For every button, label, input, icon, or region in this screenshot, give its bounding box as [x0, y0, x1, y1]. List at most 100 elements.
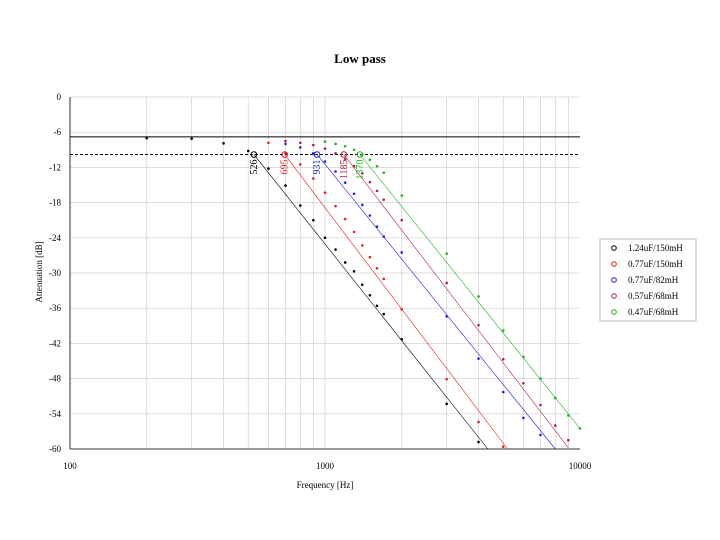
- cutoff-marker: [250, 151, 258, 158]
- data-point: [375, 267, 379, 270]
- data-point: [375, 304, 379, 308]
- data-point: [343, 144, 347, 148]
- data-point: [323, 191, 327, 194]
- data-point: [445, 402, 448, 406]
- data-point: [501, 390, 505, 394]
- data-point: [323, 236, 327, 240]
- data-point: [352, 148, 356, 152]
- data-point: [360, 283, 364, 287]
- chart-title: Low pass: [334, 51, 386, 66]
- data-point: [553, 424, 557, 427]
- data-point: [375, 189, 379, 193]
- data-point: [323, 140, 327, 143]
- fit-line: [343, 154, 569, 449]
- data-point: [267, 141, 270, 145]
- data-point: [334, 170, 337, 173]
- legend-label: 1.24uF/150mH: [628, 243, 683, 253]
- x-tick-label: 1000: [316, 461, 335, 471]
- legend-marker: [611, 309, 617, 315]
- data-point: [539, 377, 542, 380]
- legend: 1.24uF/150mH 0.77uF/150mH 0.77uF/82mH 0.57u…: [599, 238, 697, 322]
- legend-label: 0.77uF/150mH: [628, 259, 683, 269]
- data-point: [343, 181, 347, 184]
- y-tick-label: -48: [49, 374, 61, 384]
- data-point: [368, 293, 372, 297]
- data-point: [267, 167, 270, 170]
- y-tick-label: -60: [49, 444, 61, 454]
- data-point: [567, 438, 570, 442]
- data-point: [553, 396, 557, 400]
- data-point: [368, 180, 372, 184]
- data-point: [382, 312, 386, 316]
- legend-marker: [611, 293, 617, 299]
- data-point: [501, 357, 505, 361]
- data-point: [445, 377, 448, 381]
- data-point: [284, 152, 287, 155]
- data-point: [382, 198, 386, 201]
- y-tick-label: -6: [54, 127, 62, 137]
- data-point: [522, 355, 525, 359]
- data-point: [284, 139, 287, 143]
- data-point: [445, 281, 448, 285]
- data-point: [352, 164, 356, 168]
- data-point: [567, 414, 570, 417]
- y-tick-label: 0: [57, 92, 62, 102]
- data-point: [343, 217, 347, 221]
- fit-line: [359, 154, 581, 429]
- data-point: [522, 416, 525, 420]
- data-point: [334, 142, 337, 146]
- data-point: [145, 136, 149, 140]
- cutoff-marker: [340, 151, 348, 158]
- data-point: [400, 337, 404, 341]
- cutoff-labels: 526 695 931 1185 1370: [249, 159, 366, 179]
- fit-line: [253, 154, 489, 450]
- y-axis-title: Attenuation [dB]: [34, 241, 44, 302]
- data-point: [477, 295, 480, 298]
- data-point: [323, 147, 327, 150]
- legend-label: 0.47uF/68mH: [628, 307, 679, 317]
- fit-lines: [253, 154, 581, 450]
- data-point: [400, 251, 404, 254]
- legend-label: 0.57uF/68mH: [628, 291, 679, 301]
- data-point: [445, 252, 448, 255]
- data-point: [522, 381, 525, 385]
- data-point: [284, 142, 287, 146]
- fit-line: [316, 154, 556, 450]
- y-tick-label: -36: [49, 303, 61, 313]
- data-point: [360, 244, 364, 247]
- data-point: [284, 184, 287, 187]
- y-tick-label: -12: [49, 162, 61, 172]
- data-point: [382, 171, 386, 174]
- data-point: [352, 192, 356, 196]
- fit-line: [284, 154, 508, 450]
- cutoff-marker: [281, 151, 289, 158]
- data-point: [578, 427, 582, 430]
- cutoff-label: 526: [249, 159, 260, 174]
- data-point: [477, 440, 480, 444]
- data-point: [343, 261, 347, 264]
- data-point: [477, 323, 480, 327]
- data-point: [323, 160, 327, 163]
- y-tick-label: -24: [49, 233, 61, 243]
- y-tick-label: -54: [49, 409, 61, 419]
- legend-marker: [611, 277, 617, 283]
- data-point: [382, 277, 386, 281]
- cutoff-marker: [356, 151, 364, 158]
- cutoff-label: 695: [280, 159, 291, 174]
- data-point: [190, 137, 193, 140]
- cutoff-label: 1185: [339, 159, 350, 179]
- legend-label: 0.77uF/82mH: [628, 275, 679, 285]
- data-point: [375, 164, 379, 168]
- data-point: [298, 141, 302, 145]
- axes: 100 1000 10000 0 -6 -12 -18 -24 -30 -36 -42 -48 -54 -…: [49, 92, 592, 471]
- data-point: [312, 177, 315, 180]
- data-point: [343, 157, 347, 161]
- data-point: [352, 230, 356, 234]
- data-point: [400, 218, 404, 222]
- data-point: [312, 218, 315, 222]
- data-point: [375, 225, 379, 228]
- data-point: [445, 315, 448, 318]
- data-points: [145, 136, 582, 448]
- data-point: [501, 329, 505, 332]
